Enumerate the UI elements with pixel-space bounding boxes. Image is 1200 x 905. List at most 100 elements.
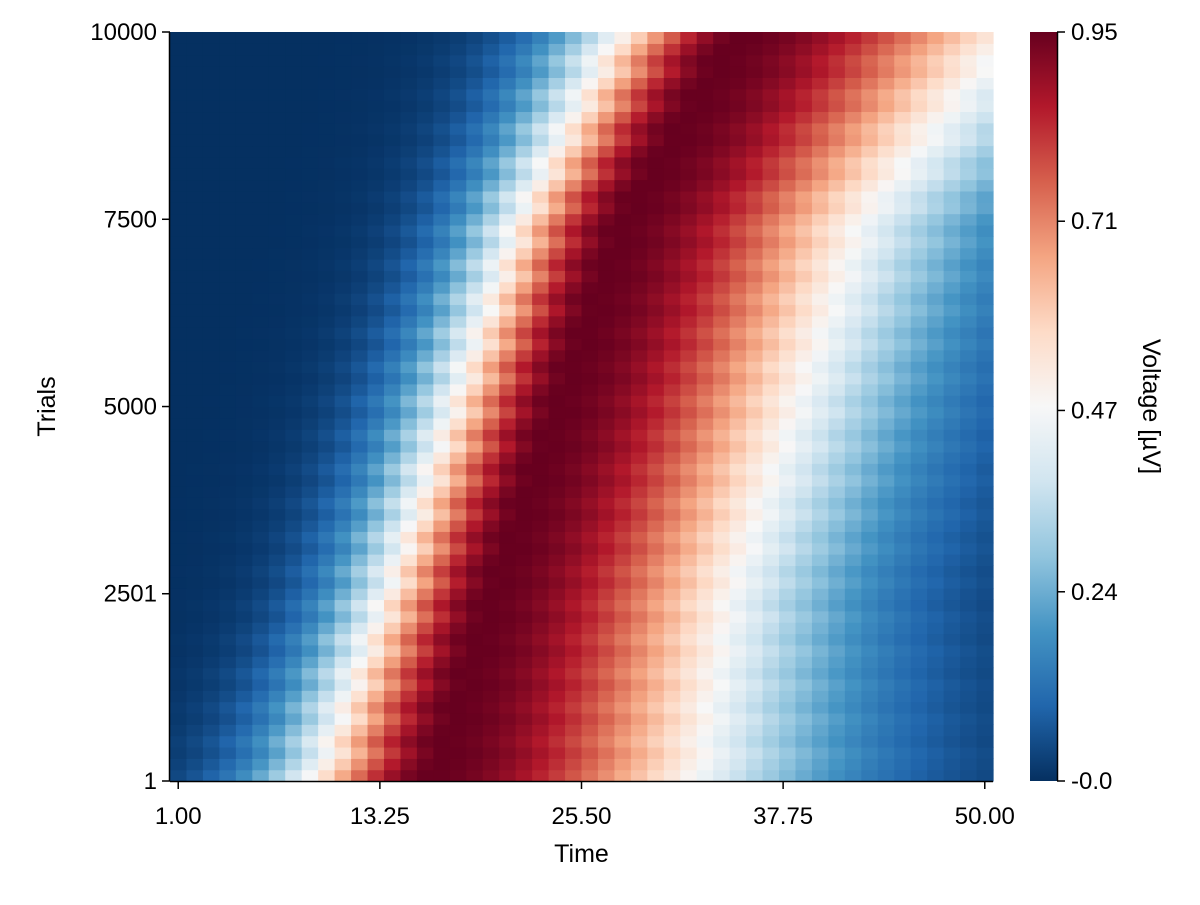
heatmap-cell: [285, 281, 303, 294]
heatmap-cell: [170, 32, 188, 44]
heatmap-cell: [861, 338, 879, 351]
heatmap-cell: [581, 304, 599, 317]
heatmap-cell: [334, 383, 352, 396]
heatmap-cell: [943, 656, 961, 669]
heatmap-cell: [301, 236, 319, 249]
heatmap-cell: [663, 451, 681, 464]
heatmap-cell: [219, 406, 237, 419]
heatmap-cell: [367, 656, 385, 669]
heatmap-cell: [170, 463, 188, 476]
heatmap-cell: [532, 451, 550, 464]
heatmap-cell: [680, 304, 698, 317]
heatmap-cell: [515, 134, 533, 147]
heatmap-cell: [844, 519, 862, 532]
heatmap-cell: [746, 565, 764, 578]
heatmap-cell: [416, 599, 434, 612]
heatmap-cell: [597, 667, 616, 680]
heatmap-cell: [416, 667, 434, 680]
heatmap-cell: [877, 746, 895, 759]
heatmap-cell: [729, 576, 747, 589]
heatmap-cell: [844, 417, 862, 430]
heatmap-cell: [548, 122, 566, 135]
heatmap-cell: [779, 77, 797, 90]
heatmap-cell: [466, 258, 484, 271]
heatmap-cell: [515, 588, 533, 601]
heatmap-cell: [202, 32, 220, 44]
heatmap-cell: [713, 667, 731, 680]
heatmap-cell: [170, 66, 188, 78]
heatmap-cell: [943, 429, 961, 442]
heatmap-cell: [680, 769, 698, 782]
heatmap-cell: [976, 293, 994, 305]
heatmap-cell: [400, 281, 418, 294]
heatmap-cell: [779, 406, 797, 419]
heatmap-cell: [482, 644, 500, 657]
heatmap-cell: [532, 349, 550, 362]
heatmap-cell: [400, 134, 418, 147]
heatmap-cell: [532, 576, 550, 589]
heatmap-cell: [367, 145, 385, 158]
heatmap-cell: [696, 576, 714, 589]
heatmap-cell: [614, 429, 632, 442]
y-tick-label: 5000: [104, 394, 157, 421]
heatmap-cell: [795, 327, 813, 340]
heatmap-cell: [383, 247, 402, 260]
heatmap-cell: [597, 77, 616, 90]
heatmap-cell: [614, 678, 632, 691]
heatmap-cell: [219, 417, 237, 430]
heatmap-cell: [548, 531, 566, 544]
heatmap-cell: [713, 554, 731, 566]
heatmap-cell: [548, 293, 566, 305]
heatmap-cell: [548, 667, 566, 680]
heatmap-cell: [927, 588, 945, 601]
heatmap-cell: [713, 281, 731, 294]
heatmap-cell: [647, 361, 665, 374]
heatmap-cell: [976, 417, 994, 430]
heatmap-cell: [861, 622, 879, 635]
heatmap-cell: [844, 122, 862, 135]
heatmap-cell: [713, 712, 731, 725]
heatmap-cell: [400, 576, 418, 589]
heatmap-cell: [795, 270, 813, 283]
heatmap-cell: [795, 485, 813, 498]
heatmap-cell: [779, 111, 797, 124]
heatmap-cell: [696, 247, 714, 260]
heatmap-cell: [630, 247, 648, 260]
heatmap-cell: [186, 758, 204, 771]
heatmap-cell: [466, 66, 484, 78]
heatmap-cell: [301, 497, 319, 510]
heatmap-cell: [910, 111, 928, 124]
heatmap-cell: [466, 293, 484, 305]
heatmap-cell: [844, 701, 862, 714]
heatmap-cell: [383, 497, 402, 510]
heatmap-cell: [746, 769, 764, 782]
heatmap-cell: [301, 554, 319, 566]
heatmap-cell: [960, 656, 978, 669]
heatmap-cell: [927, 531, 945, 544]
heatmap-cell: [910, 735, 928, 748]
heatmap-cell: [416, 293, 434, 305]
heatmap-cell: [861, 179, 879, 192]
heatmap-cell: [351, 712, 369, 725]
heatmap-cell: [630, 315, 648, 328]
heatmap-cell: [202, 599, 220, 612]
heatmap-cell: [861, 156, 879, 169]
heatmap-cell: [318, 315, 336, 328]
heatmap-cell: [811, 88, 829, 101]
heatmap-cell: [318, 293, 336, 305]
heatmap-cell: [795, 156, 813, 169]
heatmap-cell: [976, 213, 994, 226]
heatmap-cell: [301, 769, 319, 782]
heatmap-cell: [235, 724, 253, 737]
heatmap-cell: [219, 88, 237, 101]
heatmap-cell: [581, 667, 599, 680]
heatmap-cell: [729, 554, 747, 566]
heatmap-cell: [565, 134, 583, 147]
heatmap-cell: [301, 588, 319, 601]
heatmap-cell: [581, 519, 599, 532]
colorbar-tick-label: 0.71: [1071, 208, 1118, 235]
heatmap-cell: [334, 258, 352, 271]
heatmap-cell: [252, 429, 270, 442]
heatmap-cell: [976, 531, 994, 544]
heatmap-cell: [746, 497, 764, 510]
